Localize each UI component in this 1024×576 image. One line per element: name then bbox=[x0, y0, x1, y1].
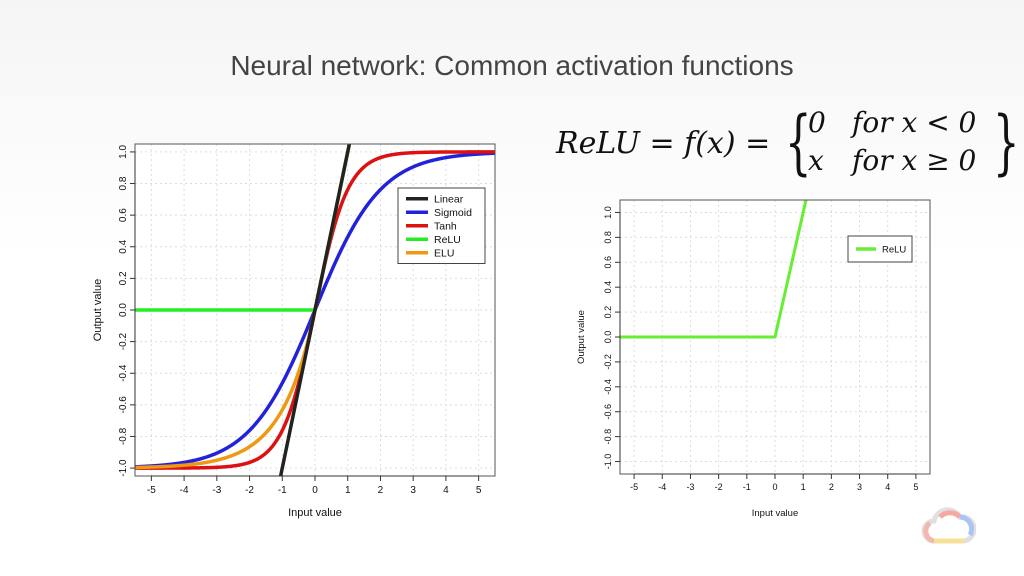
y-tick-label: 0.6 bbox=[118, 208, 129, 222]
x-tick-label: -4 bbox=[658, 482, 666, 492]
x-tick-label: 4 bbox=[443, 485, 449, 496]
y-tick-label: 1.0 bbox=[603, 206, 613, 219]
y-tick-label: 0.4 bbox=[603, 281, 613, 294]
y-tick-label: -0.4 bbox=[118, 364, 129, 382]
y-tick-label: -0.6 bbox=[118, 396, 129, 414]
slide-title: Neural network: Common activation functi… bbox=[230, 50, 794, 81]
y-tick-label: 0.0 bbox=[603, 331, 613, 344]
y-tick-label: 0.8 bbox=[603, 231, 613, 244]
x-tick-label: 5 bbox=[476, 485, 482, 496]
x-tick-label: -5 bbox=[630, 482, 638, 492]
series-group bbox=[620, 200, 808, 339]
legend-label-relu: ReLU bbox=[882, 244, 906, 255]
y-tick-label: 0.6 bbox=[603, 256, 613, 269]
x-tick-label: 0 bbox=[772, 482, 777, 492]
y-tick-label: -1.0 bbox=[118, 459, 129, 477]
grid bbox=[135, 144, 495, 476]
x-tick-label: -5 bbox=[147, 485, 156, 496]
legend-label-elu: ELU bbox=[434, 247, 454, 259]
x-tick-label: 3 bbox=[410, 485, 416, 496]
x-tick-label: 3 bbox=[857, 482, 862, 492]
activation-functions-chart: -5 -4 -3 -2 -1 0 1 2 3 4 5 -1.0 -0.8 -0.6 -0.4 -0.2 0.0 0… bbox=[92, 143, 496, 519]
x-tick-label: 1 bbox=[345, 485, 351, 496]
formula-case-2-value: x bbox=[808, 144, 824, 177]
x-tick-label: 2 bbox=[829, 482, 834, 492]
formula-case-1-value: 0 bbox=[808, 106, 826, 139]
x-tick-label: -2 bbox=[245, 485, 254, 496]
y-tick-label: 1.0 bbox=[118, 145, 129, 159]
formula-right-brace: } bbox=[992, 101, 1020, 183]
relu-formula: ReLU = f(x) = { 0 for x < 0 x for x ≥ 0 … bbox=[556, 101, 1020, 183]
x-tick-label: -1 bbox=[278, 485, 287, 496]
series-group bbox=[135, 144, 495, 476]
x-tick-label: 1 bbox=[801, 482, 806, 492]
relu-chart: -5 -4 -3 -2 -1 0 1 2 3 4 5 -1.0 -0.8 -0.6 -0.4 -0.2 0.0 0… bbox=[576, 199, 931, 519]
x-axis: -5 -4 -3 -2 -1 0 1 2 3 4 5 bbox=[147, 475, 482, 496]
x-tick-label: 5 bbox=[913, 482, 918, 492]
x-tick-label: -3 bbox=[686, 482, 694, 492]
y-tick-label: 0.2 bbox=[118, 271, 129, 285]
legend-label-tanh: Tanh bbox=[434, 220, 457, 232]
legend-label-sigmoid: Sigmoid bbox=[434, 207, 472, 219]
y-tick-label: 0.8 bbox=[118, 176, 129, 190]
y-axis: -1.0 -0.8 -0.6 -0.4 -0.2 0.0 0.2 0.4 0.6 0.8 1.0 bbox=[603, 206, 621, 470]
x-axis: -5 -4 -3 -2 -1 0 1 2 3 4 5 bbox=[630, 473, 918, 492]
y-tick-label: -0.4 bbox=[603, 379, 613, 395]
y-axis: -1.0 -0.8 -0.6 -0.4 -0.2 0.0 0.2 0.4 0.6 0.8 1.0 bbox=[118, 145, 136, 477]
x-axis-label: Input value bbox=[288, 507, 342, 519]
formula-case-2-condition: for x ≥ 0 bbox=[852, 144, 977, 177]
formula-lhs: ReLU = f(x) = bbox=[556, 126, 771, 161]
series-line-relu bbox=[620, 200, 808, 339]
legend: ReLU bbox=[847, 235, 913, 263]
x-tick-label: 4 bbox=[885, 482, 890, 492]
x-tick-label: -2 bbox=[715, 482, 723, 492]
y-tick-label: -0.2 bbox=[603, 354, 613, 370]
series-line-linear bbox=[278, 144, 352, 476]
y-tick-label: -0.2 bbox=[118, 333, 129, 351]
legend-label-relu: ReLU bbox=[434, 234, 461, 246]
y-tick-label: 0.0 bbox=[118, 303, 129, 317]
y-tick-label: -0.8 bbox=[603, 429, 613, 445]
formula-left-brace: { bbox=[784, 101, 812, 183]
x-tick-label: -3 bbox=[212, 485, 221, 496]
y-tick-label: 0.4 bbox=[118, 239, 129, 253]
y-tick-label: -0.8 bbox=[118, 427, 129, 445]
x-tick-label: 0 bbox=[312, 485, 318, 496]
y-tick-label: -0.6 bbox=[603, 404, 613, 420]
google-cloud-icon bbox=[921, 507, 976, 544]
x-axis-label: Input value bbox=[752, 508, 798, 519]
y-tick-label: 0.2 bbox=[603, 306, 613, 319]
y-axis-label: Output value bbox=[92, 279, 104, 341]
legend-label-linear: Linear bbox=[434, 193, 464, 205]
x-tick-label: -4 bbox=[180, 485, 189, 496]
x-tick-label: 2 bbox=[378, 485, 384, 496]
x-tick-label: -1 bbox=[743, 482, 751, 492]
formula-case-1-condition: for x < 0 bbox=[852, 106, 977, 139]
y-axis-label: Output value bbox=[576, 310, 587, 364]
y-tick-label: -1.0 bbox=[603, 454, 613, 470]
